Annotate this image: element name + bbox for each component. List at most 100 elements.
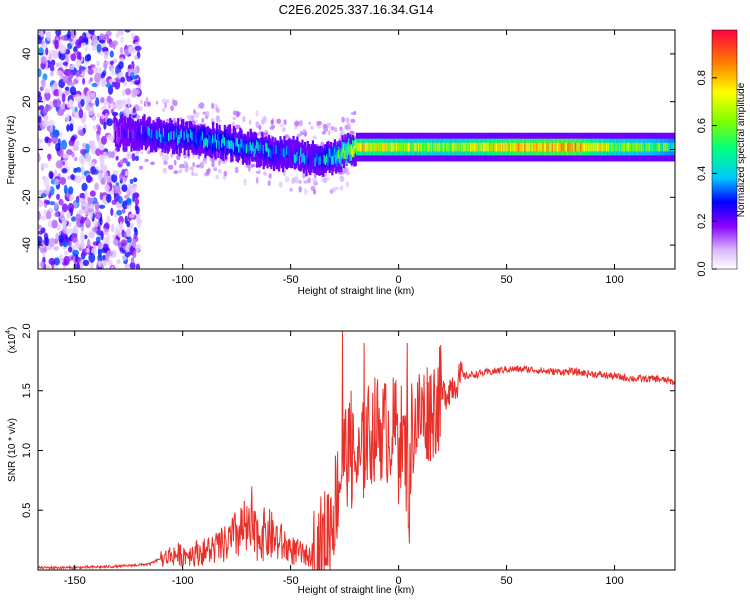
noise-speck xyxy=(98,39,106,44)
ridge-cell xyxy=(288,147,291,157)
ridge-speck xyxy=(294,120,300,127)
ridge-cell xyxy=(624,142,627,152)
noise-speck xyxy=(43,209,47,216)
ridge-speck xyxy=(320,141,325,147)
ridge-cell xyxy=(655,142,658,152)
ridge-cell xyxy=(161,133,164,143)
noise-speck xyxy=(73,167,78,174)
ridge-cell xyxy=(280,147,283,156)
noise-speck xyxy=(118,61,124,69)
ridge-cell xyxy=(164,135,167,145)
noise-speck xyxy=(125,244,129,253)
ridge-cell xyxy=(366,142,369,152)
ridge-cell xyxy=(630,142,633,152)
ridge-cell xyxy=(570,142,574,152)
ridge-cell xyxy=(336,151,339,161)
ridge-cell xyxy=(300,147,303,157)
ridge-speck xyxy=(242,115,246,123)
ridge-cell xyxy=(388,142,391,152)
ridge-cell xyxy=(506,142,509,152)
noise-speck xyxy=(88,161,96,167)
noise-speck xyxy=(61,161,66,166)
noise-speck xyxy=(68,240,72,247)
noise-speck xyxy=(75,93,81,103)
ridge-cell xyxy=(350,145,353,155)
ridge-cell xyxy=(370,142,373,152)
noise-speck xyxy=(70,174,75,180)
ridge-speck xyxy=(210,157,216,163)
ridge-speck xyxy=(326,176,330,181)
ridge-cell xyxy=(547,142,550,152)
ridge-cell xyxy=(126,126,129,136)
ridge-cell xyxy=(204,128,207,145)
ridge-cell xyxy=(409,142,412,152)
ridge-cell xyxy=(253,139,256,157)
noise-speck xyxy=(97,125,101,135)
ridge-speck xyxy=(270,119,274,125)
ridge-cell xyxy=(297,154,300,163)
ridge-cell xyxy=(362,142,365,152)
noise-speck xyxy=(45,184,51,192)
noise-speck xyxy=(84,46,88,52)
ridge-cell xyxy=(495,142,498,152)
ridge-speck xyxy=(263,171,267,176)
ridge-cell xyxy=(423,142,426,152)
ridge-cell xyxy=(326,144,329,162)
snr-multiplier-base: (x10 xyxy=(7,333,18,353)
ridge-cell xyxy=(603,142,606,152)
ridge-cell xyxy=(340,151,343,160)
ridge-cell xyxy=(271,148,274,165)
ridge-cell xyxy=(215,130,219,148)
ridge-cell xyxy=(513,142,517,152)
ridge-cell xyxy=(258,145,261,154)
ridge-speck xyxy=(291,177,296,184)
ridge-cell xyxy=(416,142,419,152)
ridge-cell xyxy=(153,134,156,143)
ridge-cell xyxy=(186,131,189,148)
noise-speck xyxy=(135,263,141,269)
noise-speck xyxy=(95,212,101,220)
ridge-cell xyxy=(113,130,116,139)
colorbar-tick-label: 0.4 xyxy=(696,166,708,181)
ridge-cell xyxy=(517,142,520,152)
ridge-cell xyxy=(539,142,542,152)
colorbar-ticks: 0.0 0.2 0.4 0.6 0.8 xyxy=(696,70,717,277)
ridge-cell xyxy=(399,142,403,152)
ridge-cell xyxy=(432,142,435,152)
noise-speck xyxy=(49,201,56,206)
ridge-cell xyxy=(231,140,234,150)
ridge-cell xyxy=(669,142,672,152)
ridge-speck xyxy=(330,126,335,131)
ridge-cell xyxy=(169,132,172,141)
ridge-cell xyxy=(331,147,334,164)
ridge-cell xyxy=(151,129,154,138)
ridge-cell xyxy=(652,142,655,152)
noise-speck xyxy=(89,77,94,82)
ridge-cell xyxy=(166,134,169,143)
ridge-cell xyxy=(275,148,278,166)
ridge-cell xyxy=(633,142,636,152)
ridge-cell xyxy=(328,148,331,157)
ridge-cell xyxy=(656,142,659,152)
ridge-cell xyxy=(203,139,206,149)
noise-speck xyxy=(45,210,52,220)
noise-speck xyxy=(128,222,134,230)
x-tick-label: 0 xyxy=(396,274,402,286)
noise-speck xyxy=(90,92,96,99)
spectrogram-data xyxy=(38,30,675,269)
noise-speck xyxy=(120,36,124,43)
ridge-cell xyxy=(599,142,602,152)
ridge-cell xyxy=(222,138,225,155)
ridge-cell xyxy=(125,130,128,140)
noise-speck xyxy=(92,169,99,175)
ridge-cell xyxy=(512,142,515,152)
ridge-cell xyxy=(486,142,489,152)
ridge-speck xyxy=(298,179,302,184)
noise-speck xyxy=(68,246,73,253)
noise-speck xyxy=(46,31,52,42)
ridge-cell xyxy=(240,138,243,148)
ridge-cell xyxy=(177,136,180,146)
noise-speck xyxy=(133,227,138,233)
ridge-cell xyxy=(188,136,191,146)
ridge-cell xyxy=(122,128,125,138)
